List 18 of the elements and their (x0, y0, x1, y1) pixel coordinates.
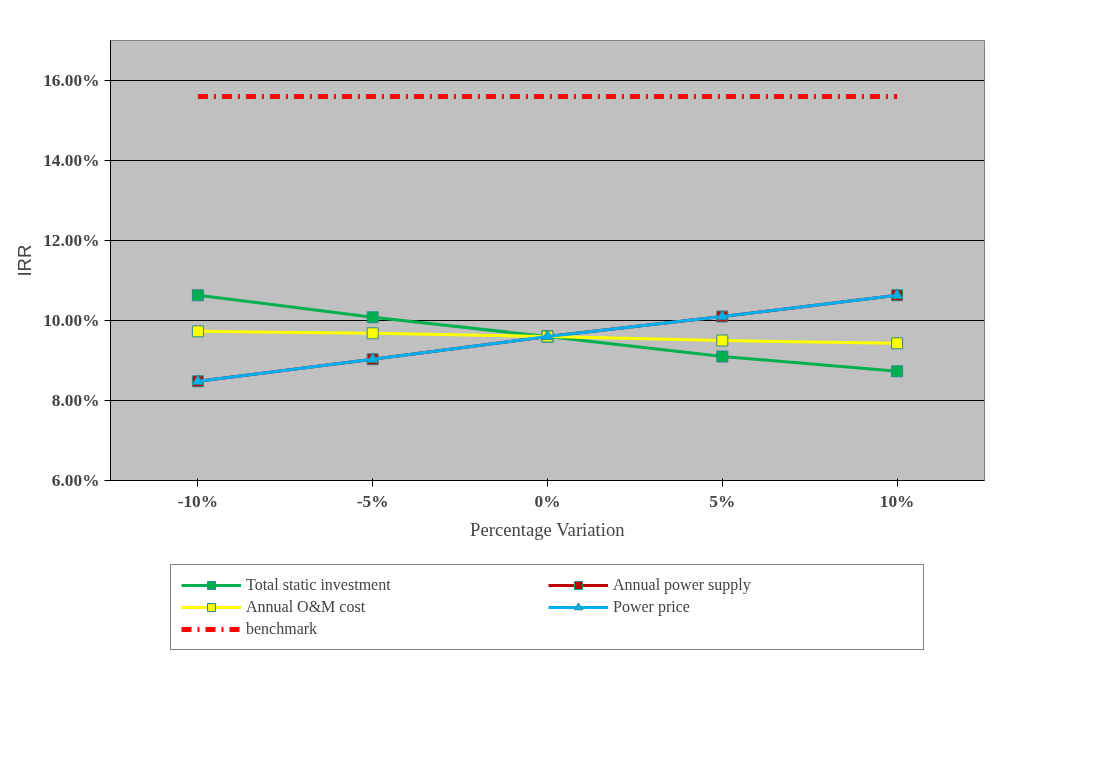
y-tick-label: 12.00% (43, 231, 100, 250)
y-tick-label: 10.00% (43, 311, 100, 330)
x-axis-title: Percentage Variation (470, 518, 626, 540)
legend-label: Annual O&M cost (246, 598, 367, 616)
legend-label: benchmark (246, 620, 319, 638)
x-tick-label: 5% (709, 491, 736, 511)
y-tick-label: 6.00% (51, 471, 100, 490)
legend-label: Total static investment (246, 576, 392, 594)
x-tick-label: 10% (879, 491, 915, 511)
x-tick-label: -10% (177, 491, 219, 511)
y-axis-title: IRR (14, 244, 36, 277)
y-tick-label: 8.00% (51, 391, 100, 410)
x-tick-label: 0% (534, 491, 561, 511)
y-tick-label: 14.00% (43, 151, 100, 170)
legend-label: Power price (613, 598, 691, 616)
legend-label: Annual power supply (613, 576, 752, 594)
x-tick-label: -5% (356, 491, 389, 511)
y-tick-label: 16.00% (43, 71, 100, 90)
